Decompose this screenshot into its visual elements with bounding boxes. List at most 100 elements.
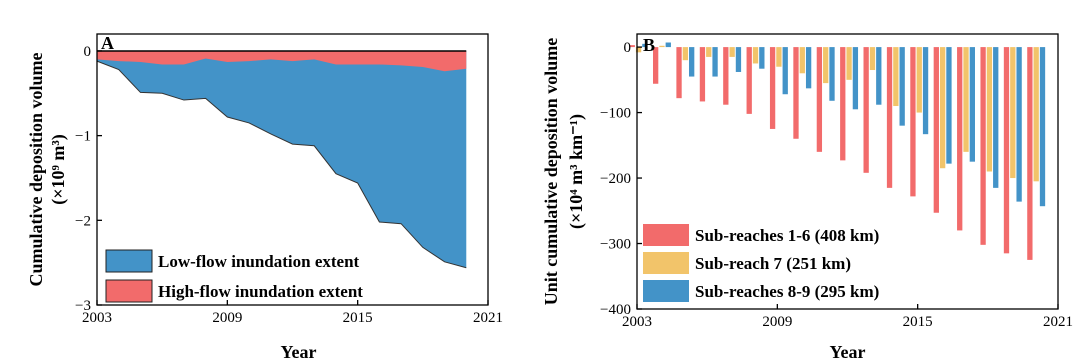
panel-b-chart: 2003 2009 2015 2021 0 −100 −200 −300 −400 B Year…: [541, 33, 1073, 362]
panel-b-bar: [799, 47, 805, 74]
panel-b-y-tick-label: −200: [600, 171, 631, 187]
panel-b-legend: Sub-reaches 1-6 (408 km) Sub-reach 7 (251…: [643, 224, 879, 302]
panel-a-chart: 2003 2009 2015 2021 0 −1 −2 −3 A Year Cumulativ…: [26, 33, 503, 362]
panel-b-x-tick-label: 2015: [903, 314, 933, 330]
panel-b-bar: [769, 47, 776, 129]
panel-b-legend-label: Sub-reaches 1-6 (408 km): [695, 226, 879, 245]
panel-b-bar: [939, 47, 946, 169]
panel-a-x-axis-title: Year: [281, 342, 317, 362]
panel-b-bar: [653, 47, 659, 84]
panel-b-label: B: [643, 35, 655, 55]
panel-b-bar: [863, 47, 869, 173]
panel-b-y-tick-label: −400: [600, 302, 631, 318]
panel-b-bar: [729, 47, 735, 57]
panel-b-y-axis-unit: (×10⁴ m³ km⁻¹): [566, 114, 587, 229]
panel-b-bar: [899, 47, 905, 126]
panel-b-bar: [676, 47, 682, 99]
panel-b-bar: [829, 47, 835, 101]
panel-b-bar: [746, 47, 752, 114]
panel-a-areas: [96, 50, 467, 269]
panel-a-x-tick-label: 2009: [212, 310, 242, 326]
panel-b-bar: [665, 42, 671, 48]
panel-b-legend-swatch: [643, 224, 689, 246]
panel-b-bar: [752, 47, 759, 64]
panel-b-bar: [957, 47, 963, 231]
panel-b-legend-label: Sub-reach 7 (251 km): [695, 254, 851, 273]
panel-b-bar: [823, 47, 829, 84]
panel-b-bar: [793, 47, 799, 139]
panel-b-bar: [852, 47, 859, 110]
panel-a-plot-frame: [96, 33, 489, 306]
panel-b-bar: [876, 47, 882, 105]
panel-b-bar: [805, 47, 812, 89]
panel-b-x-tick-label: 2003: [622, 314, 652, 330]
panel-b-bar: [840, 47, 846, 161]
panel-b-bar: [1016, 47, 1022, 202]
panel-b-bar: [963, 47, 969, 152]
panel-a-y-tick-label: −2: [75, 213, 91, 229]
low-flow-area: [97, 50, 467, 268]
panel-b-bar: [946, 47, 952, 164]
panel-b-bar: [986, 47, 993, 172]
panel-a-legend-swatch: [105, 249, 153, 273]
panel-b-legend-swatch: [643, 252, 689, 274]
panel-b-bar: [1033, 47, 1039, 182]
panel-b-bar: [916, 47, 922, 113]
panel-b-bar: [993, 47, 999, 188]
high-flow-area: [97, 50, 467, 72]
panel-b-x-tick-label: 2021: [1043, 314, 1073, 330]
panel-b-bar: [893, 47, 899, 107]
panel-b-bar: [776, 47, 782, 67]
panel-b-bar: [886, 47, 893, 188]
panel-a-y-tick-label: −1: [75, 129, 91, 145]
panel-a-y-axis-title: Cumulative deposition volume: [26, 52, 46, 286]
panel-b-bar: [723, 47, 729, 105]
panel-a-x-tick-label: 2015: [343, 310, 373, 326]
panel-b-bar: [1027, 47, 1033, 260]
panel-b-bar: [910, 47, 916, 197]
panel-b-bar: [629, 45, 635, 48]
panel-b-bar: [969, 47, 975, 162]
panel-b-y-axis-title-text: Unit cumulative deposition volume: [541, 38, 561, 306]
panel-b-bar: [1039, 47, 1046, 207]
panel-b-bar: [1010, 47, 1016, 179]
panel-b-ticks: 2003 2009 2015 2021 0 −100 −200 −300 −400: [600, 40, 1073, 330]
panel-a-legend-label: Low-flow inundation extent: [158, 252, 360, 271]
panel-a-x-tick-label: 2021: [473, 310, 503, 326]
panel-b-y-tick-label: −100: [600, 106, 631, 122]
panel-b-bar: [642, 43, 648, 48]
panel-b-bar: [735, 47, 742, 72]
panel-b-legend-swatch: [643, 280, 689, 302]
panel-b-bar: [682, 47, 689, 61]
panel-b-plot-frame: [636, 33, 1059, 310]
panel-b-bar: [846, 47, 852, 80]
panel-b-bar: [635, 47, 642, 53]
panel-a-label: A: [101, 33, 114, 53]
panel-b-bar: [706, 47, 712, 57]
panel-b-bar: [759, 47, 765, 69]
panel-a-legend-label: High-flow inundation extent: [158, 282, 363, 301]
panel-b-bar: [816, 47, 823, 152]
panel-b-bar: [699, 47, 706, 102]
panel-a-ticks: 2003 2009 2015 2021 0 −1 −2 −3: [75, 44, 503, 326]
panel-b-bars: [629, 42, 1046, 260]
panel-b-bar: [922, 47, 929, 135]
panel-a-legend-swatch: [105, 279, 153, 303]
panel-b-bar: [712, 47, 718, 77]
panel-b-bar: [933, 47, 939, 213]
panel-b-bar: [980, 47, 986, 245]
panel-a-legend: Low-flow inundation extent High-flow inun…: [105, 249, 363, 303]
panel-a-x-tick-label: 2003: [82, 310, 112, 326]
panel-b-bar: [869, 47, 876, 71]
panel-b-legend-label: Sub-reaches 8-9 (295 km): [695, 282, 879, 301]
panel-b-bar: [659, 45, 665, 48]
panel-a-y-tick-label: 0: [84, 44, 92, 60]
panel-b-bar: [1003, 47, 1010, 254]
panel-b-x-axis-title: Year: [830, 342, 866, 362]
panel-b-x-tick-label: 2009: [762, 314, 792, 330]
panel-a-y-axis-unit: (×10⁹ m³): [48, 134, 69, 205]
panel-b-bar: [782, 47, 788, 95]
low-flow-outline: [96, 60, 467, 269]
panel-b-y-tick-label: 0: [624, 40, 632, 56]
panel-b-y-tick-label: −300: [600, 237, 631, 253]
